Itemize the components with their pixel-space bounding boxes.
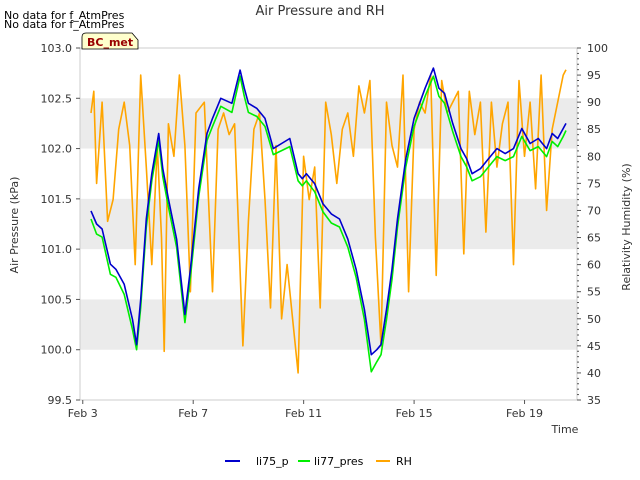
legend-label-rh: RH	[396, 455, 412, 468]
no-data-note-2: No data for f_AtmPres	[4, 18, 125, 31]
y-left-tick-label: 100.5	[41, 293, 73, 306]
y-axis-right: 35 40 45 50 55 60 65 70 75 80 85 90 95 100	[577, 42, 608, 407]
y-left-tick-label: 101.0	[41, 243, 73, 256]
x-tick-label: Feb 19	[506, 407, 543, 420]
series-line-li77-pres	[90, 75, 567, 373]
y-axis-left-label: Air Pressure (kPa)	[8, 177, 21, 274]
plot-frame	[79, 47, 578, 401]
grid-band	[80, 299, 577, 350]
badge-label: BC_met	[87, 36, 133, 49]
y-left-tick-label: 102.5	[41, 92, 73, 105]
x-axis-label: Time	[551, 423, 579, 436]
y-right-tick-label: 40	[587, 367, 601, 380]
y-right-tick-label: 100	[587, 42, 608, 55]
x-tick-label: Feb 15	[396, 407, 433, 420]
x-tick-label: Feb 11	[285, 407, 322, 420]
grid-bands	[80, 98, 577, 350]
legend: li75_p li77_pres RH	[225, 455, 412, 468]
x-tick-label: Feb 3	[68, 407, 98, 420]
legend-label-li75-p: li75_p	[256, 455, 289, 468]
badge-box	[81, 32, 139, 50]
x-tick-label: Feb 7	[178, 407, 208, 420]
y-right-tick-label: 95	[587, 69, 601, 82]
y-right-tick-label: 50	[587, 313, 601, 326]
y-axis-right-label: Relativity Humidity (%)	[620, 163, 633, 290]
series-line-li75-p	[90, 67, 567, 356]
y-right-tick-label: 70	[587, 204, 601, 217]
no-data-note-1: No data for f_AtmPres	[4, 9, 125, 22]
y-right-tick-label: 80	[587, 150, 601, 163]
x-axis: Feb 3 Feb 7 Feb 11 Feb 15 Feb 19	[68, 400, 543, 420]
y-left-tick-label: 102.0	[41, 143, 73, 156]
plot-lines	[90, 67, 567, 374]
y-right-tick-label: 60	[587, 259, 601, 272]
y-left-tick-label: 99.5	[48, 394, 73, 407]
chart-title: Air Pressure and RH	[255, 4, 384, 19]
y-left-tick-label: 100.0	[41, 344, 73, 357]
y-right-tick-label: 45	[587, 340, 601, 353]
legend-label-li77-pres: li77_pres	[314, 455, 364, 468]
y-axis-left: 99.5 100.0 100.5 101.0 101.5 102.0 102.5 103.0	[41, 42, 80, 407]
y-left-tick-label: 103.0	[41, 42, 73, 55]
grid-band	[80, 198, 577, 250]
y-right-tick-label: 55	[587, 286, 601, 299]
y-right-tick-label: 90	[587, 96, 601, 109]
badge: BC_met	[81, 32, 139, 50]
y-right-tick-label: 65	[587, 232, 601, 245]
y-left-tick-label: 101.5	[41, 193, 73, 206]
y-right-tick-label: 35	[587, 394, 601, 407]
y-right-tick-label: 85	[587, 123, 601, 136]
y-right-tick-label: 75	[587, 177, 601, 190]
